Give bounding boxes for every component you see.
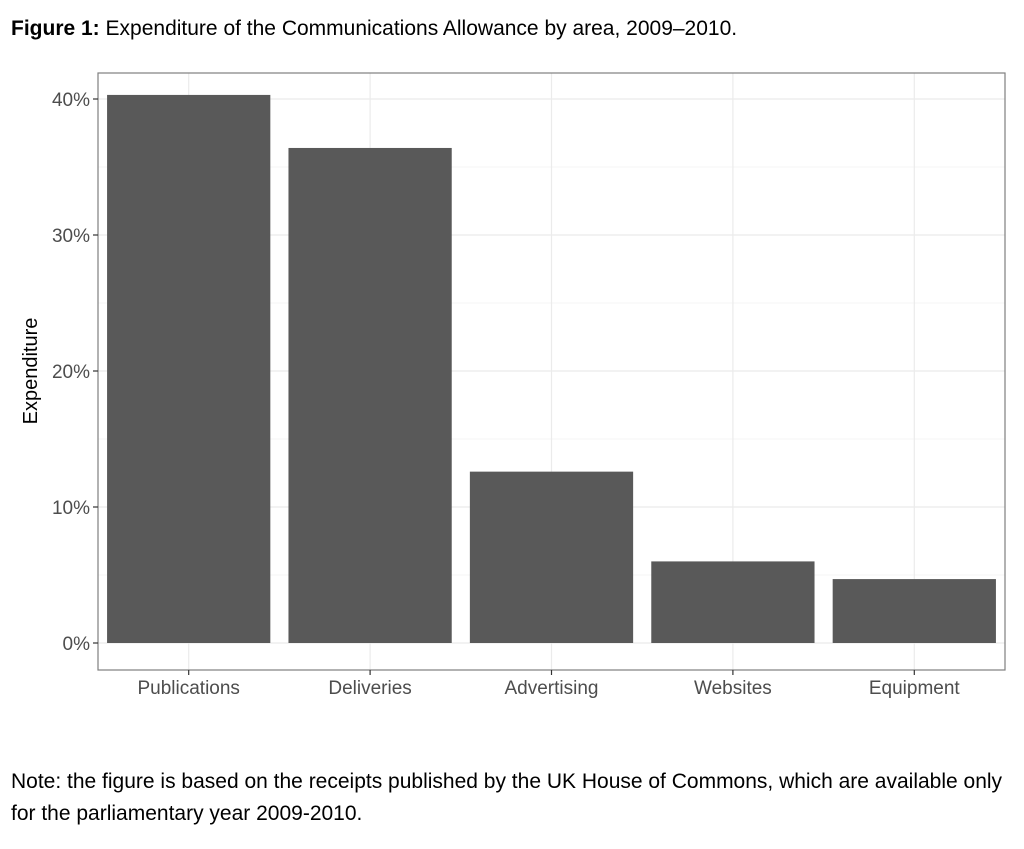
x-tick-label: Publications	[137, 678, 239, 699]
bar-deliveries	[288, 147, 452, 643]
y-tick-label: 0%	[63, 634, 91, 655]
x-tick-label: Websites	[694, 678, 772, 699]
bar-publications	[107, 94, 271, 644]
bar-chart: 0% 10% 20% 30% 40% Publications Deliveries Adve…	[20, 72, 1006, 699]
bar-websites	[651, 561, 815, 643]
figure-caption: Figure 1: Expenditure of the Communicati…	[11, 14, 737, 44]
x-tick-label: Deliveries	[328, 678, 411, 699]
x-tick-label: Advertising	[505, 678, 599, 699]
y-tick-label: 30%	[52, 226, 90, 247]
figure-caption-text: Expenditure of the Communications Allowa…	[105, 17, 738, 40]
y-tick-label: 20%	[52, 362, 90, 383]
bar-layer	[107, 94, 996, 644]
figure-note: Note: the figure is based on the receipt…	[11, 770, 1003, 825]
axis-layer: 0% 10% 20% 30% 40% Publications Deliveries Adve…	[52, 90, 960, 699]
x-tick-label: Equipment	[869, 678, 961, 699]
bar-equipment	[832, 579, 996, 643]
y-tick-label: 40%	[52, 90, 90, 111]
y-tick-label: 10%	[52, 498, 90, 519]
y-axis-title: Expenditure	[20, 318, 42, 425]
figure-label: Figure 1:	[11, 17, 100, 40]
bar-advertising	[469, 471, 634, 643]
